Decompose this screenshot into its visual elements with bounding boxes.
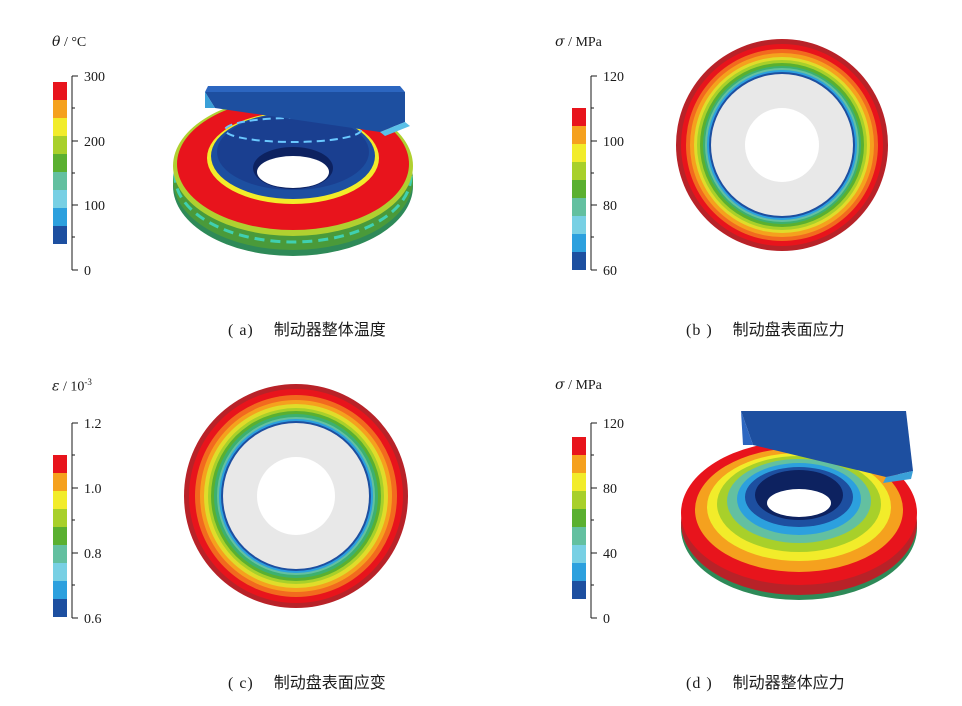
tick-b-3: 60: [603, 264, 617, 279]
brake-assembly-stress-render: [681, 411, 917, 600]
unit-label-b: σ / MPa: [555, 34, 602, 50]
tick-b-0: 120: [603, 70, 624, 85]
colorbar-b: [572, 108, 586, 270]
caption-b: (b ) 制动盘表面应力: [686, 322, 845, 339]
axis-a: [71, 75, 78, 271]
panel-b: σ / MPa 120 100 80 60: [481, 0, 962, 353]
unit-label-c: ε / 10-3: [52, 377, 92, 395]
panel-c: ε / 10-3 1.2 1.0 0.8 0.6: [0, 353, 481, 706]
colorbar-c: [53, 455, 67, 617]
disc-surface-strain-render: [184, 384, 408, 608]
axis-d: [590, 422, 597, 619]
colorbar-a: [53, 82, 67, 244]
tick-a-0: 300: [84, 70, 105, 85]
tick-d-2: 40: [603, 547, 617, 562]
tick-d-0: 120: [603, 417, 624, 432]
figure-d: 120 80 40 0: [572, 411, 917, 627]
panel-a: θ / °C 300 200 100 0: [0, 0, 481, 353]
tick-d-1: 80: [603, 482, 617, 497]
figure-a: 300 200 100 0: [53, 70, 413, 279]
tick-c-2: 0.8: [84, 547, 102, 562]
panel-d: σ / MPa 120 80 40 0: [481, 353, 962, 706]
tick-c-0: 1.2: [84, 417, 102, 432]
figure-b: 120 100 80 60: [572, 39, 888, 279]
figure-c: 1.2 1.0 0.8 0.6: [53, 384, 408, 627]
colorbar-d: [572, 437, 586, 599]
caption-d: (d ) 制动器整体应力: [686, 675, 845, 692]
tick-b-2: 80: [603, 199, 617, 214]
unit-label-d: σ / MPa: [555, 377, 602, 393]
tick-c-3: 0.6: [84, 612, 102, 627]
brake-assembly-temperature-render: [173, 86, 413, 256]
tick-d-3: 0: [603, 612, 610, 627]
caption-a: ( a) 制动器整体温度: [228, 322, 386, 339]
axis-b: [590, 75, 597, 271]
unit-label-a: θ / °C: [52, 34, 87, 50]
tick-c-1: 1.0: [84, 482, 102, 497]
tick-a-2: 100: [84, 199, 105, 214]
tick-a-1: 200: [84, 135, 105, 150]
tick-a-3: 0: [84, 264, 91, 279]
axis-c: [71, 422, 78, 619]
disc-surface-stress-render: [676, 39, 888, 251]
tick-b-1: 100: [603, 135, 624, 150]
caption-c: ( c) 制动盘表面应变: [228, 675, 386, 692]
